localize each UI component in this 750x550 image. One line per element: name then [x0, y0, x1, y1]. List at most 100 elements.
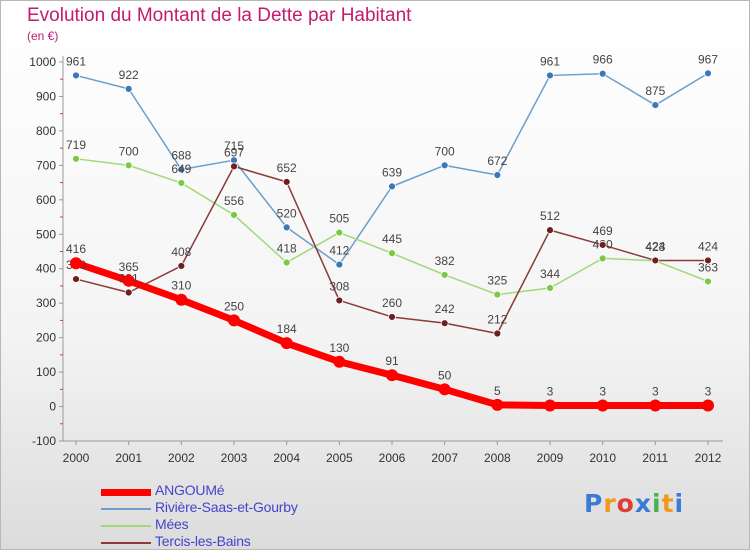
line-chart: -100 0 100 200 300 400 500 600 700 800 900 1000 2000…	[29, 52, 723, 465]
data-label: 363	[698, 260, 718, 274]
data-point	[72, 71, 80, 80]
y-tick-label: 100	[36, 365, 56, 379]
data-point	[72, 275, 80, 283]
data-point	[70, 257, 82, 270]
data-point	[72, 154, 80, 163]
y-tick-label: -100	[32, 434, 56, 448]
data-label: 365	[119, 260, 139, 274]
x-tick-label: 2010	[589, 451, 616, 465]
data-label: 212	[487, 313, 507, 327]
logo-letter: o	[616, 489, 635, 518]
data-label: 130	[329, 341, 349, 355]
y-tick-label: 700	[36, 158, 56, 172]
y-tick-label: 1000	[29, 55, 56, 69]
data-label: 250	[224, 299, 244, 313]
data-point	[651, 101, 660, 109]
data-point	[493, 329, 502, 338]
data-point	[177, 165, 186, 174]
data-point	[493, 171, 502, 179]
data-point	[280, 337, 293, 350]
data-label: 556	[224, 194, 244, 208]
y-tick-label: 800	[36, 124, 56, 138]
data-point	[124, 84, 133, 93]
data-point	[546, 284, 554, 292]
x-tick-label: 2006	[379, 451, 406, 465]
data-label: 344	[540, 267, 560, 281]
data-label: 416	[66, 242, 86, 256]
data-point	[122, 274, 135, 287]
data-label: 418	[277, 242, 297, 256]
data-point	[546, 71, 554, 80]
data-point	[333, 355, 346, 368]
data-point	[598, 254, 607, 263]
y-tick-label: 500	[36, 227, 56, 241]
data-point	[230, 162, 238, 171]
data-point	[124, 161, 133, 170]
legend-label: ANGOUMé	[155, 482, 225, 498]
data-point	[438, 383, 451, 396]
data-point	[335, 296, 344, 305]
data-point	[124, 288, 133, 297]
data-point	[704, 277, 712, 286]
logo-letter: x	[634, 489, 652, 518]
data-point	[177, 179, 186, 187]
data-label: 408	[171, 245, 191, 259]
data-point	[598, 241, 607, 249]
data-label: 242	[435, 302, 455, 316]
data-label: 967	[698, 52, 718, 66]
data-label: 875	[645, 84, 665, 98]
data-point	[702, 399, 714, 412]
data-label: 512	[540, 209, 560, 223]
data-label: 3	[652, 385, 659, 399]
logo-letter: r	[603, 489, 617, 518]
data-label: 3	[705, 385, 712, 399]
data-label: 639	[382, 165, 402, 179]
x-tick-label: 2005	[326, 451, 353, 465]
data-label: 922	[119, 68, 139, 82]
data-label: 412	[329, 244, 349, 258]
data-label: 260	[382, 296, 402, 310]
data-point	[491, 398, 504, 411]
data-label: 700	[435, 144, 455, 158]
data-point	[440, 161, 449, 170]
data-point	[651, 256, 660, 265]
chart-title: Evolution du Montant de la Dette par Hab…	[27, 5, 412, 26]
x-tick-label: 2011	[642, 451, 668, 465]
data-label: 445	[382, 232, 402, 246]
data-point	[282, 178, 291, 186]
data-label: 325	[487, 274, 507, 288]
y-tick-label: 300	[36, 296, 56, 310]
data-point	[388, 182, 396, 191]
legend-swatch	[101, 542, 151, 544]
data-label: 700	[119, 144, 139, 158]
data-label: 308	[329, 279, 349, 293]
y-tick-label: 600	[36, 193, 56, 207]
data-label: 423	[645, 240, 665, 254]
data-label: 520	[277, 206, 297, 220]
proxiti-logo: Proxiti	[584, 489, 684, 518]
x-tick-label: 2000	[63, 451, 90, 465]
data-label: 505	[329, 212, 349, 226]
data-point	[228, 314, 240, 327]
logo-letter: P	[584, 489, 604, 518]
y-tick-label: 200	[36, 331, 56, 345]
data-label: 966	[593, 53, 613, 67]
data-point	[704, 69, 712, 78]
data-point	[282, 223, 291, 232]
data-label: 649	[171, 162, 191, 176]
x-tick-label: 2012	[695, 451, 722, 465]
legend-swatch	[101, 508, 151, 510]
x-tick-label: 2002	[168, 451, 195, 465]
legend-swatch	[101, 525, 151, 527]
data-label: 672	[487, 154, 507, 168]
x-tick-label: 2004	[273, 451, 300, 465]
x-tick-label: 2001	[115, 451, 142, 465]
legend-label: Mées	[155, 516, 189, 532]
data-point	[440, 271, 449, 279]
x-tick-label: 2009	[537, 451, 564, 465]
data-label: 469	[593, 224, 613, 238]
legend-label: Tercis-les-Bains	[155, 533, 251, 549]
data-point	[335, 228, 344, 237]
data-label: 688	[171, 148, 191, 162]
data-label: 50	[438, 368, 452, 382]
